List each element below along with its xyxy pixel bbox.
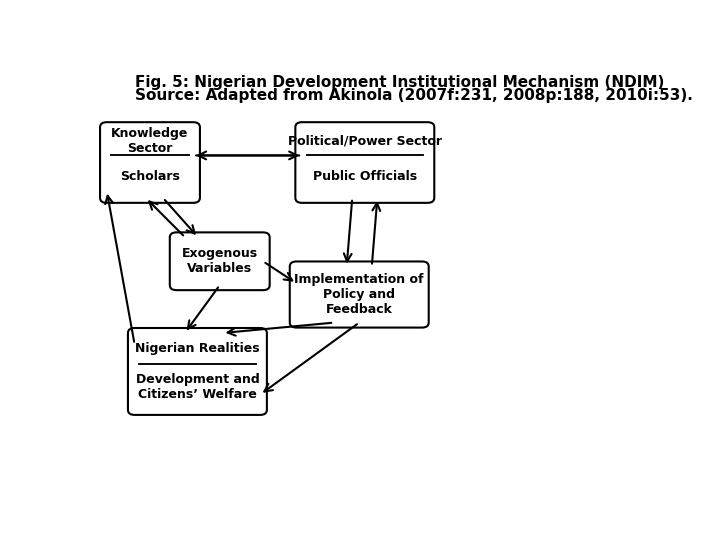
FancyBboxPatch shape [289,261,428,328]
Text: Development and
Citizens’ Welfare: Development and Citizens’ Welfare [135,373,259,401]
FancyBboxPatch shape [170,232,270,290]
Text: Political/Power Sector: Political/Power Sector [288,135,442,148]
Text: Knowledge
Sector: Knowledge Sector [112,127,189,156]
Text: Implementation of
Policy and
Feedback: Implementation of Policy and Feedback [294,273,424,316]
FancyBboxPatch shape [128,328,267,415]
Text: Scholars: Scholars [120,170,180,183]
Text: Nigerian Realities: Nigerian Realities [135,342,260,355]
FancyBboxPatch shape [100,122,200,203]
Text: Source: Adapted from Akinola (2007f:231, 2008p:188, 2010i:53).: Source: Adapted from Akinola (2007f:231,… [135,87,693,103]
Text: Fig. 5: Nigerian Development Institutional Mechanism (NDIM): Fig. 5: Nigerian Development Institution… [135,75,664,90]
Text: Exogenous
Variables: Exogenous Variables [181,247,258,275]
Text: Public Officials: Public Officials [312,170,417,183]
FancyBboxPatch shape [295,122,434,203]
